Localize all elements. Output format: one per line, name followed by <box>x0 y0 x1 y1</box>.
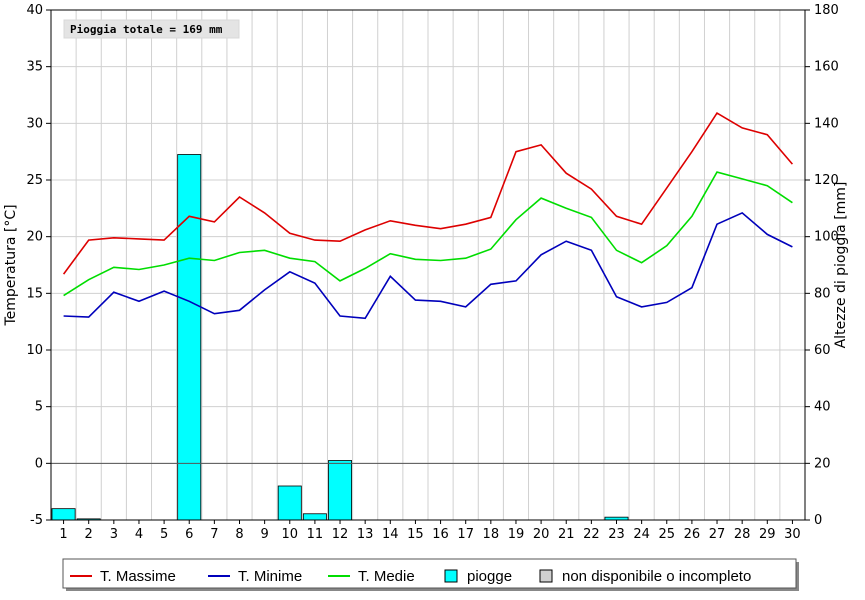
bar-piogge-1 <box>51 508 76 521</box>
bar-piogge-10 <box>277 485 302 521</box>
x-tick-label: 2 <box>85 527 93 542</box>
x-tick-label: 28 <box>734 527 751 542</box>
x-tick-label: 7 <box>210 527 218 542</box>
y-tick-label: 20 <box>26 230 43 245</box>
y2-tick-label: 100 <box>814 230 839 245</box>
x-tick-label: 16 <box>432 527 449 542</box>
legend-label-piogge: piogge <box>467 568 512 585</box>
rain-bars <box>51 154 629 521</box>
x-tick-label: 20 <box>533 527 550 542</box>
legend-swatch-piogge <box>444 569 458 583</box>
x-tick-label: 22 <box>583 527 600 542</box>
y-tick-label: 10 <box>26 343 43 358</box>
x-tick-label: 27 <box>709 527 726 542</box>
x-tick-label: 19 <box>508 527 525 542</box>
x-tick-label: 10 <box>281 527 298 542</box>
plot-frame <box>50 9 806 521</box>
y2-tick-label: 180 <box>814 3 839 18</box>
x-tick-label: 8 <box>235 527 243 542</box>
y-tick-label: 0 <box>35 456 43 471</box>
line-t-medie <box>63 171 793 297</box>
legend-label-t-minime: T. Minime <box>238 568 302 585</box>
y2-tick-label: 0 <box>814 513 822 528</box>
y2-tick-label: 120 <box>814 173 839 188</box>
line-t-massime <box>62 112 794 275</box>
y2-tick-label: 160 <box>814 60 839 75</box>
bar-piogge-11 <box>302 513 327 521</box>
y2-tick-label: 80 <box>814 286 831 301</box>
y-axis-left: -5 0 5 10 15 20 25 30 35 40 <box>26 3 51 528</box>
bar-piogge-12 <box>328 460 353 521</box>
x-tick-label: 26 <box>684 527 701 542</box>
y-tick-label: 40 <box>26 3 43 18</box>
x-tick-label: 25 <box>658 527 675 542</box>
y2-tick-label: 20 <box>814 456 831 471</box>
y-axis-title: Temperatura [°C] <box>3 204 19 326</box>
y2-axis-title: Altezze di pioggia [mm] <box>833 182 849 349</box>
bar-piogge-6 <box>177 154 202 521</box>
x-tick-label: 15 <box>407 527 424 542</box>
x-tick-label: 13 <box>357 527 374 542</box>
x-tick-label: 14 <box>382 527 399 542</box>
x-tick-label: 3 <box>110 527 118 542</box>
x-axis: 1 2 3 4 5 6 7 8 9 10 11 12 13 14 15 16 17 18 19 20 21 22 23 24 2… <box>59 520 801 542</box>
x-tick-label: 1 <box>59 527 67 542</box>
total-rain-text: Pioggia totale = 169 mm <box>70 23 223 36</box>
legend-label-t-medie: T. Medie <box>358 568 415 585</box>
x-tick-label: 30 <box>784 527 801 542</box>
y-tick-label: 25 <box>26 173 43 188</box>
legend-label-t-massime: T. Massime <box>100 568 176 585</box>
x-tick-label: 18 <box>483 527 500 542</box>
y2-tick-label: 140 <box>814 116 839 131</box>
x-tick-label: 4 <box>135 527 143 542</box>
series-lines <box>62 112 794 320</box>
x-tick-label: 23 <box>608 527 625 542</box>
legend: T. Massime T. Minime T. Medie piogge non dis… <box>62 558 799 591</box>
y2-tick-label: 60 <box>814 343 831 358</box>
legend-box <box>62 558 797 589</box>
x-tick-label: 11 <box>307 527 324 542</box>
y-tick-label: 15 <box>26 286 43 301</box>
x-tick-label: 6 <box>185 527 193 542</box>
line-t-minime <box>63 211 793 320</box>
x-tick-label: 29 <box>759 527 776 542</box>
x-tick-label: 12 <box>332 527 349 542</box>
x-tick-label: 17 <box>457 527 474 542</box>
y-tick-label: -5 <box>30 513 43 528</box>
y-tick-label: 35 <box>26 60 43 75</box>
x-tick-label: 5 <box>160 527 168 542</box>
y-axis-right: 0 20 40 60 80 100 120 140 160 180 <box>805 3 839 528</box>
y2-tick-label: 40 <box>814 400 831 415</box>
y-tick-label: 30 <box>26 116 43 131</box>
total-rain-annotation: Pioggia totale = 169 mm <box>63 19 240 39</box>
legend-label-non-disponibile-o-incompleto: non disponibile o incompleto <box>562 568 751 585</box>
legend-swatch-non-disponibile-o-incompleto <box>539 569 553 583</box>
x-tick-label: 9 <box>260 527 268 542</box>
x-tick-label: 21 <box>558 527 575 542</box>
y-tick-label: 5 <box>35 400 43 415</box>
x-tick-label: 24 <box>633 527 650 542</box>
